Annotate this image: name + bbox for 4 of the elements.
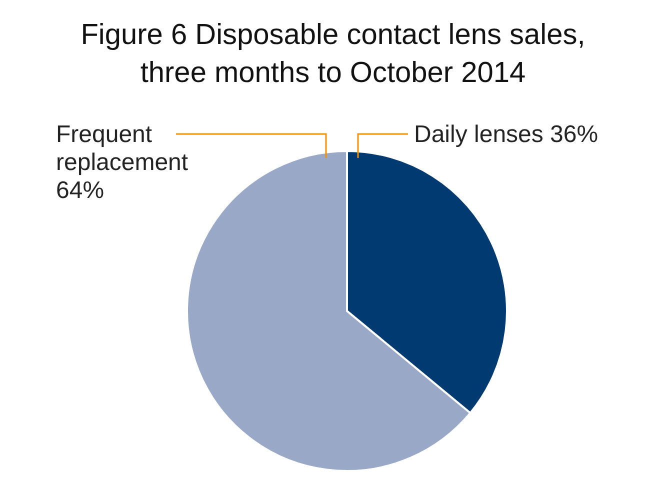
slice-label: Frequent replacement <box>56 121 188 176</box>
slice-label: Daily lenses 36% <box>414 121 598 148</box>
chart-title: Figure 6 Disposable contact lens sales, three months to October 2014 <box>80 18 586 91</box>
data-label: 64% <box>56 177 104 204</box>
